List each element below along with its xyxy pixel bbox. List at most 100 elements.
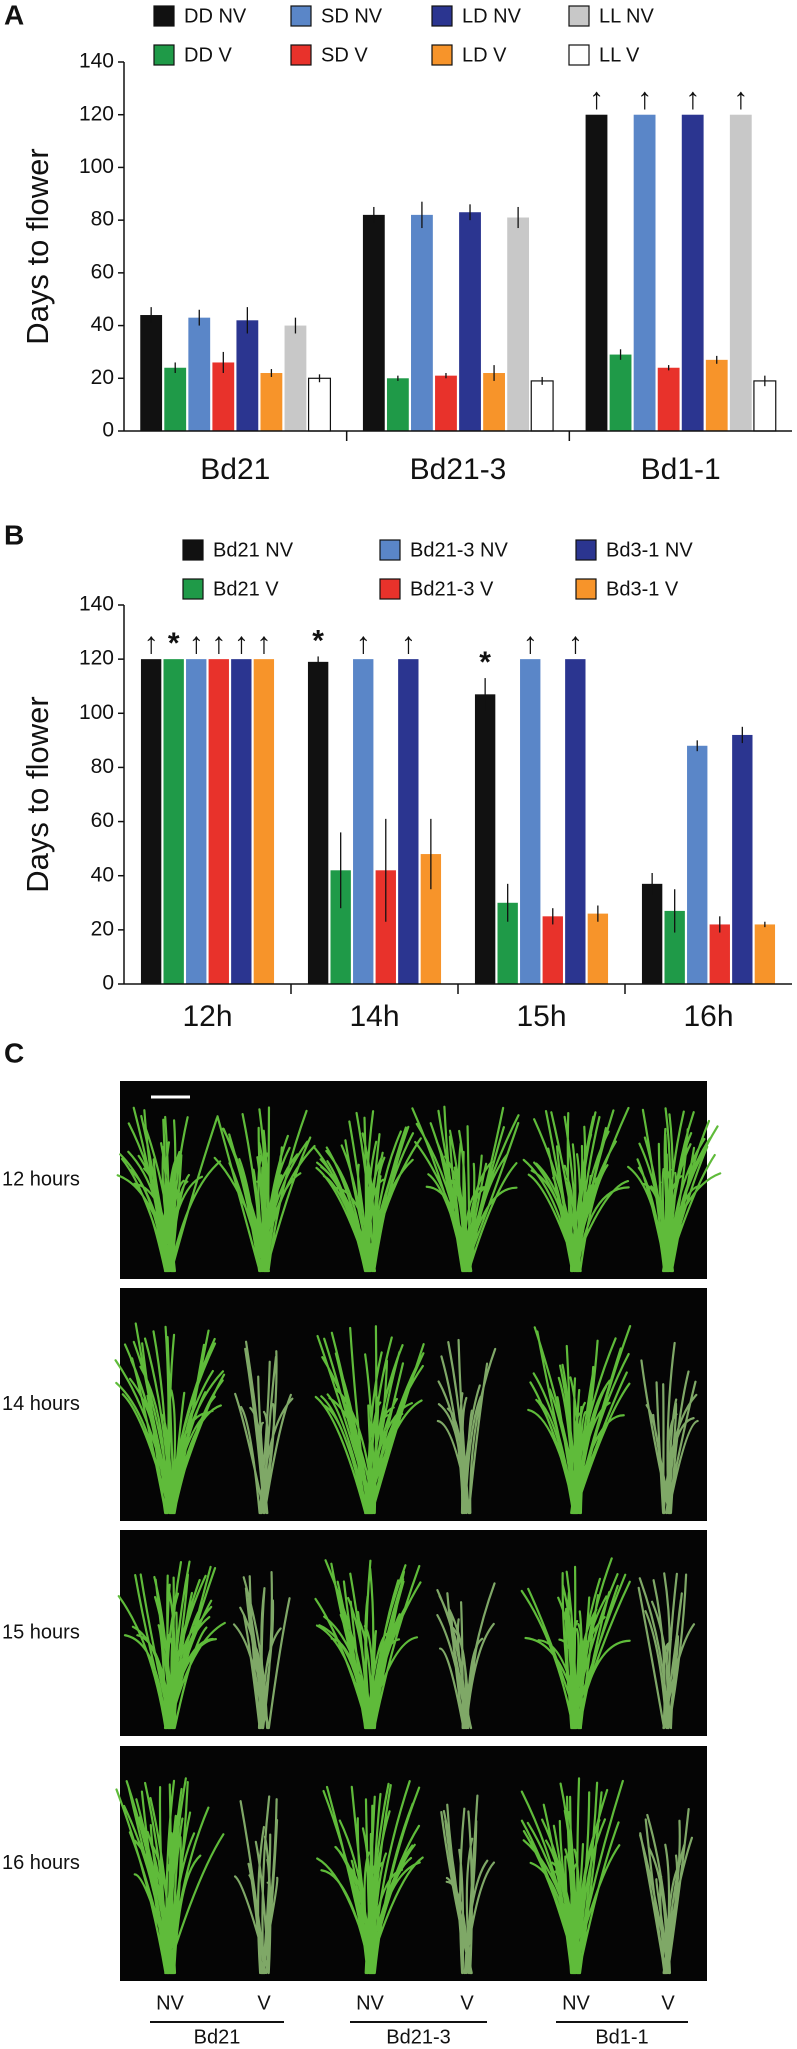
bar-marker: * <box>479 646 491 679</box>
y-tick-label: 0 <box>102 419 114 442</box>
bar <box>497 902 518 984</box>
legend-swatch <box>431 44 453 66</box>
bar <box>330 870 351 984</box>
x-tick-label: 16h <box>683 1000 733 1033</box>
bar <box>753 380 777 432</box>
plant <box>232 1571 291 1730</box>
photo <box>120 1288 707 1521</box>
plant <box>436 1582 496 1730</box>
bar <box>140 659 162 984</box>
x-tick-label: Bd21 <box>200 453 270 486</box>
bar <box>398 659 419 984</box>
photo-row-label: 16 hours <box>2 1852 80 1874</box>
bar <box>188 317 211 431</box>
bar <box>687 745 708 984</box>
y-tick-label: 60 <box>91 809 114 832</box>
bar <box>729 114 752 431</box>
panel-label: A <box>4 0 24 30</box>
bar <box>520 659 541 984</box>
genotype-label: Bd21-3 <box>386 2026 451 2048</box>
plant <box>527 1324 632 1515</box>
legend-swatch <box>153 5 175 27</box>
bar <box>307 377 332 432</box>
treatment-label: NV <box>156 1992 184 2014</box>
photo <box>120 1530 707 1736</box>
bar-marker: ↑ <box>637 83 652 116</box>
x-tick-label: 14h <box>349 1000 399 1033</box>
plant <box>627 1107 722 1273</box>
legend-label: Bd3-1 NV <box>606 539 693 561</box>
bar <box>231 659 252 984</box>
plant <box>314 1559 422 1730</box>
y-tick-label: 0 <box>102 972 114 995</box>
bar-marker: ↑ <box>256 627 271 660</box>
bar <box>542 916 563 984</box>
legend-swatch <box>379 578 401 600</box>
bar-marker: ↑ <box>589 83 604 116</box>
legend-swatch <box>153 44 175 66</box>
y-tick-label: 80 <box>91 208 114 231</box>
bar-marker: ↑ <box>523 627 538 660</box>
legend-label: LL V <box>599 44 640 66</box>
plant <box>316 1780 424 1975</box>
bar-marker: ↑ <box>568 627 583 660</box>
photo-row-label: 14 hours <box>2 1393 80 1415</box>
bar <box>709 924 730 984</box>
bar <box>411 214 433 431</box>
bar <box>140 315 163 431</box>
legend-swatch <box>568 5 590 27</box>
legend-swatch <box>575 578 597 600</box>
bar <box>386 378 409 431</box>
legend-swatch <box>379 539 401 561</box>
legend-swatch <box>290 5 312 27</box>
bar <box>307 661 329 984</box>
bar <box>585 114 608 431</box>
x-tick-label: Bd21-3 <box>410 453 507 486</box>
plant <box>440 1794 496 1975</box>
x-tick-label: 15h <box>516 1000 566 1033</box>
legend-label: DD NV <box>184 5 247 27</box>
y-tick-label: 40 <box>91 863 114 886</box>
plant <box>117 1560 226 1730</box>
y-tick-label: 20 <box>91 366 114 389</box>
legend-label: Bd3-1 V <box>606 578 679 600</box>
bar <box>565 659 586 984</box>
bar-marker: ↑ <box>733 83 748 116</box>
plant <box>314 1325 425 1515</box>
bar-marker: * <box>312 624 324 657</box>
y-tick-label: 100 <box>79 155 114 178</box>
bar <box>732 734 753 984</box>
legend-label: DD V <box>184 44 232 66</box>
plant <box>436 1338 497 1515</box>
bar <box>587 913 609 984</box>
legend-label: SD V <box>321 44 368 66</box>
bar <box>681 114 704 431</box>
bar <box>633 114 656 431</box>
plant <box>639 1807 694 1975</box>
plant <box>116 1106 222 1273</box>
plant <box>114 1322 226 1515</box>
legend-swatch <box>431 5 453 27</box>
y-tick-label: 100 <box>79 701 114 724</box>
plant <box>522 1106 630 1273</box>
treatment-label: V <box>661 1992 675 2014</box>
plant <box>637 1572 696 1730</box>
x-tick-label: Bd1-1 <box>641 453 721 486</box>
photo <box>120 1081 707 1279</box>
treatment-label: NV <box>356 1992 384 2014</box>
legend-label: Bd21-3 NV <box>410 539 508 561</box>
treatment-label: NV <box>562 1992 590 2014</box>
bar <box>362 214 385 431</box>
treatment-label: V <box>460 1992 474 2014</box>
bar <box>236 320 259 431</box>
bar <box>420 854 442 984</box>
bar-marker: ↑ <box>211 627 226 660</box>
y-tick-label: 20 <box>91 917 114 940</box>
bar <box>530 380 554 432</box>
photo-row-label: 12 hours <box>2 1168 80 1190</box>
bar-marker: ↑ <box>144 627 159 660</box>
bar <box>483 373 505 431</box>
plant <box>313 1110 422 1273</box>
bar <box>164 367 187 431</box>
